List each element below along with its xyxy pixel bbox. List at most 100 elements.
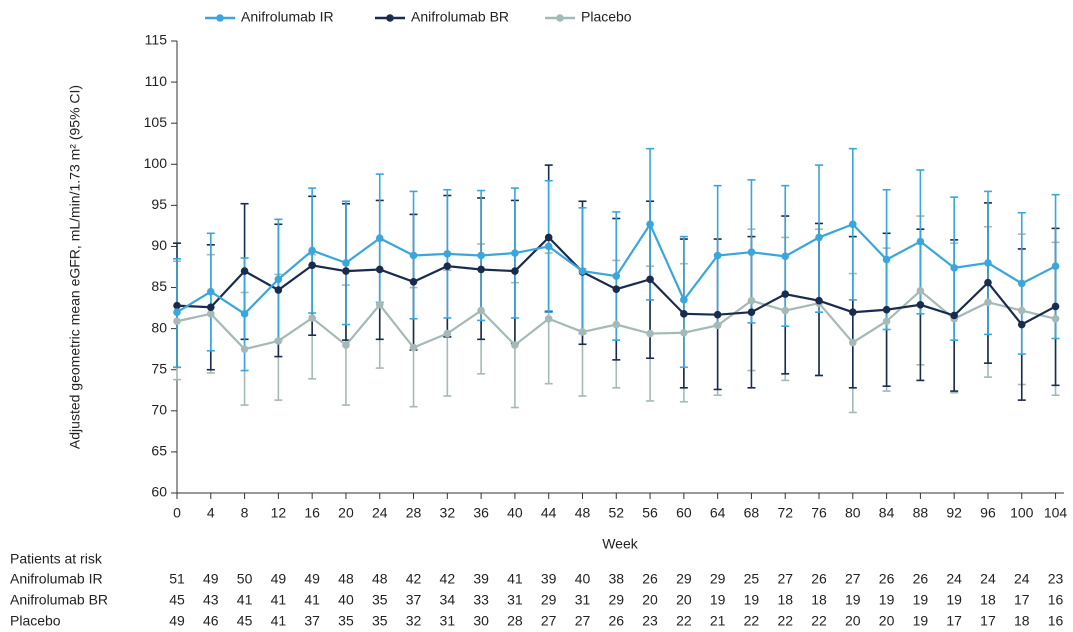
- data-point: [173, 317, 181, 326]
- risk-count: 45: [169, 592, 185, 608]
- risk-count: 26: [608, 613, 624, 629]
- data-point: [443, 329, 452, 338]
- y-tick-label: 90: [151, 237, 167, 253]
- data-point: [646, 329, 654, 338]
- risk-count: 50: [237, 571, 253, 587]
- data-point: [1051, 314, 1060, 323]
- risk-row-name: Placebo: [10, 613, 61, 629]
- data-point: [1017, 320, 1026, 329]
- risk-count: 51: [169, 571, 185, 587]
- legend-label: Anifrolumab IR: [241, 9, 334, 25]
- data-point: [781, 252, 790, 261]
- x-tick-label: 48: [575, 505, 591, 521]
- risk-count: 30: [473, 613, 489, 629]
- data-point: [544, 242, 553, 251]
- y-tick-label: 110: [145, 73, 168, 89]
- data-point: [882, 317, 891, 326]
- x-tick-label: 96: [980, 505, 996, 521]
- risk-count: 41: [237, 592, 253, 608]
- risk-count: 35: [338, 613, 354, 629]
- data-point: [646, 220, 654, 229]
- risk-count: 31: [575, 592, 591, 608]
- risk-count: 41: [271, 613, 287, 629]
- data-point: [375, 265, 384, 274]
- risk-count: 49: [169, 613, 185, 629]
- data-point: [544, 233, 553, 242]
- data-point: [409, 343, 418, 352]
- risk-count: 26: [879, 571, 895, 587]
- risk-count: 18: [777, 592, 793, 608]
- risk-count: 19: [744, 592, 760, 608]
- risk-count: 16: [1048, 613, 1064, 629]
- risk-count: 48: [338, 571, 354, 587]
- data-point: [849, 338, 857, 347]
- data-point: [409, 277, 418, 286]
- data-point: [274, 286, 283, 294]
- data-point: [544, 314, 553, 323]
- x-tick-label: 16: [304, 505, 320, 521]
- risk-count: 49: [203, 571, 219, 587]
- data-point: [477, 306, 485, 315]
- x-tick-label: 92: [946, 505, 962, 521]
- risk-count: 16: [1048, 592, 1064, 608]
- risk-count: 43: [203, 592, 219, 608]
- risk-count: 37: [406, 592, 422, 608]
- risk-count: 26: [642, 571, 658, 587]
- data-point: [916, 237, 925, 246]
- risk-count: 49: [304, 571, 320, 587]
- data-point: [849, 308, 857, 317]
- legend-label: Anifrolumab BR: [411, 9, 509, 25]
- risk-count: 40: [575, 571, 591, 587]
- x-tick-label: 60: [676, 505, 692, 521]
- data-point: [984, 259, 992, 267]
- data-point: [342, 259, 350, 267]
- risk-count: 21: [710, 613, 726, 629]
- risk-count: 23: [642, 613, 658, 629]
- x-tick-label: 12: [271, 505, 287, 521]
- data-point: [173, 308, 181, 317]
- data-point: [578, 328, 587, 336]
- risk-count: 39: [541, 571, 557, 587]
- risk-count: 32: [406, 613, 422, 629]
- data-point: [308, 261, 316, 270]
- risk-count: 41: [507, 571, 523, 587]
- data-point: [1051, 302, 1060, 311]
- risk-count: 17: [946, 613, 962, 629]
- risk-count: 28: [507, 613, 523, 629]
- risk-row-name: Anifrolumab BR: [10, 592, 108, 608]
- risk-count: 31: [507, 592, 523, 608]
- data-point: [916, 301, 925, 309]
- risk-count: 27: [845, 571, 861, 587]
- risk-count: 27: [777, 571, 793, 587]
- data-point: [916, 287, 925, 295]
- x-tick-label: 76: [811, 505, 827, 521]
- data-point: [375, 234, 384, 243]
- risk-count: 37: [304, 613, 320, 629]
- risk-count: 20: [676, 592, 692, 608]
- risk-count: 45: [237, 613, 253, 629]
- risk-count: 17: [1014, 592, 1030, 608]
- risk-count: 23: [1048, 571, 1064, 587]
- data-point: [578, 267, 587, 275]
- risk-count: 19: [845, 592, 861, 608]
- y-tick-label: 70: [151, 402, 167, 418]
- risk-count: 42: [406, 571, 422, 587]
- risk-count: 24: [1014, 571, 1030, 587]
- risk-count: 20: [879, 613, 895, 629]
- data-point: [206, 287, 215, 296]
- risk-count: 41: [304, 592, 320, 608]
- y-tick-label: 75: [151, 360, 167, 376]
- y-tick-label: 85: [151, 278, 167, 294]
- legend-marker: [386, 14, 394, 22]
- data-point: [849, 220, 857, 229]
- risk-count: 40: [338, 592, 354, 608]
- data-point: [511, 341, 519, 349]
- risk-count: 34: [440, 592, 456, 608]
- risk-count: 48: [372, 571, 388, 587]
- risk-count: 22: [811, 613, 827, 629]
- data-point: [173, 301, 181, 310]
- risk-count: 19: [946, 592, 962, 608]
- data-point: [240, 310, 249, 318]
- risk-count: 33: [473, 592, 489, 608]
- data-point: [477, 265, 485, 274]
